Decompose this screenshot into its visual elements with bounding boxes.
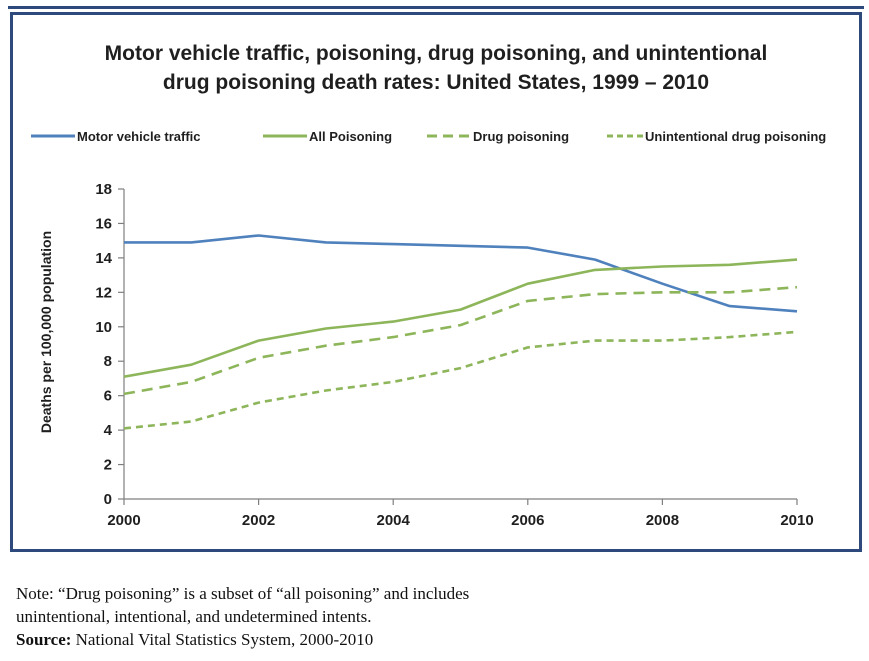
chart-panel: Motor vehicle traffic, poisoning, drug p… (10, 12, 862, 552)
source-label: Source: (16, 630, 72, 649)
source-line: Source: National Vital Statistics System… (16, 628, 856, 651)
y-tick-label: 18 (95, 181, 112, 198)
legend-label: All Poisoning (309, 129, 393, 144)
y-tick-label: 16 (95, 215, 112, 232)
y-axis-label: Deaths per 100,000 population (38, 231, 54, 433)
x-tick-label: 2002 (242, 512, 275, 529)
legend-label: Motor vehicle traffic (77, 129, 201, 144)
series-line-all-poisoning (123, 258, 798, 378)
series-line-drug-poisoning (123, 285, 798, 396)
legend-swatch-drug-poisoning (427, 134, 471, 138)
series-line-unintentional-drug-poisoning (123, 330, 798, 430)
x-tick-label: 2004 (377, 512, 411, 529)
legend-swatch-unintentional-drug-poisoning (607, 134, 643, 138)
chart-title-line-1: Motor vehicle traffic, poisoning, drug p… (104, 42, 768, 65)
legend-swatch-all-poisoning (263, 134, 307, 138)
note-line-2: unintentional, intentional, and undeterm… (16, 607, 372, 626)
y-tick-label: 12 (95, 284, 112, 301)
x-tick-label: 2006 (511, 512, 544, 529)
y-tick-label: 2 (104, 457, 112, 474)
chart-title-line-2: drug poisoning death rates: United State… (162, 71, 710, 94)
x-tick-label: 2000 (107, 512, 140, 529)
chart-title: Motor vehicle traffic, poisoning, drug p… (13, 39, 859, 97)
y-tick-label: 6 (104, 388, 112, 405)
chart-plot: 0 2 4 6 8 10 12 14 16 18 2000 2002 2004 2006 2008 2010 D… (38, 181, 814, 529)
x-tick-label: 2010 (780, 512, 813, 529)
y-tick-label: 0 (104, 491, 112, 508)
source-text: National Vital Statistics System, 2000-2… (71, 630, 374, 649)
x-tick-label: 2008 (646, 512, 679, 529)
legend-label: Unintentional drug poisoning (645, 129, 827, 144)
footnote: Note: “Drug poisoning” is a subset of “a… (16, 582, 856, 651)
legend-swatch-motor-vehicle-traffic (31, 134, 75, 138)
series-line-motor-vehicle-traffic (124, 234, 798, 313)
y-tick-label: 14 (95, 250, 112, 267)
y-tick-label: 8 (104, 353, 112, 370)
legend: Motor vehicle traffic All Poisoning Drug… (31, 129, 869, 147)
legend-label: Drug poisoning (473, 129, 570, 144)
y-tick-label: 4 (104, 422, 113, 439)
y-tick-label: 10 (95, 319, 112, 336)
note-line-1: Note: “Drug poisoning” is a subset of “a… (16, 584, 470, 603)
top-rule (8, 6, 864, 9)
